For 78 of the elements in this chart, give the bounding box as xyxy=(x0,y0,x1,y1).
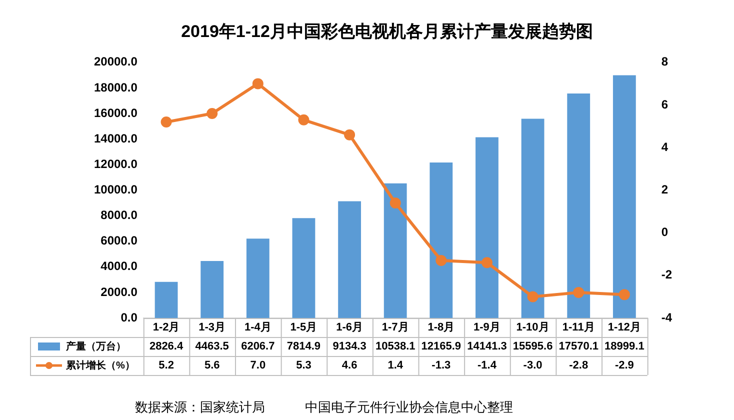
bar xyxy=(246,238,270,318)
point xyxy=(160,116,172,128)
x-tick-label: 1-11月 xyxy=(562,322,595,334)
y2-tick-label: -4 xyxy=(661,310,672,324)
y2-tick-label: 0 xyxy=(661,225,668,240)
x-tick-label: 1-4月 xyxy=(244,322,272,334)
point xyxy=(573,286,584,298)
data-label: -2.9 xyxy=(614,360,634,372)
point xyxy=(298,114,310,126)
y-tick-label: 2000.0 xyxy=(100,284,138,299)
source-note: 数据来源：国家统计局 xyxy=(135,400,265,415)
x-tick-label: 1-5月 xyxy=(290,322,318,334)
point xyxy=(527,291,538,302)
data-label: 6206.7 xyxy=(241,340,275,353)
x-tick-label: 1-12月 xyxy=(608,322,641,334)
point xyxy=(206,108,218,120)
y-tick-label: 4000.0 xyxy=(100,259,138,274)
data-label: 5.3 xyxy=(296,360,312,372)
data-label: 7814.9 xyxy=(286,340,321,353)
bar xyxy=(567,93,590,318)
y-tick-label: 20000.0 xyxy=(94,54,138,69)
text: 中国电子元件行业协会信息中心整理 xyxy=(305,400,513,415)
y-tick-label: 10000.0 xyxy=(94,182,138,197)
x-tick-label: 1-8月 xyxy=(428,322,455,334)
x-tick-label: 1-7月 xyxy=(382,322,409,334)
data-label: 12165.9 xyxy=(421,340,462,353)
y-tick-label: 18000.0 xyxy=(94,80,138,94)
point xyxy=(618,289,630,300)
bar xyxy=(521,118,544,318)
x-tick-label: 1-2月 xyxy=(152,322,180,334)
point xyxy=(481,257,492,268)
bar xyxy=(476,137,498,318)
bar xyxy=(384,183,407,318)
data-label: -2.8 xyxy=(569,360,588,372)
data-label: 1.4 xyxy=(388,360,404,372)
data-label: 14141.3 xyxy=(467,340,507,353)
data-label: 7.0 xyxy=(250,360,266,372)
data-label: -3.0 xyxy=(523,360,542,372)
x-tick-label: 1-10月 xyxy=(516,322,550,334)
point xyxy=(252,78,264,90)
point xyxy=(390,197,401,208)
x-tick-label: 1-9月 xyxy=(474,322,500,334)
data-label: 4463.5 xyxy=(195,340,229,353)
y-tick-label: 12000.0 xyxy=(94,156,138,171)
y2-tick-label: 8 xyxy=(661,54,668,69)
data-label: 9134.3 xyxy=(332,340,366,353)
y2-tick-label: -2 xyxy=(661,268,672,282)
data-label: 10538.1 xyxy=(375,340,416,353)
y-tick-label: 16000.0 xyxy=(94,106,138,120)
bar xyxy=(338,201,361,318)
data-label: 4.6 xyxy=(342,360,358,372)
data-label: 5.2 xyxy=(158,360,174,372)
y-tick-label: 0.0 xyxy=(120,310,138,324)
data-label: -1.4 xyxy=(477,360,498,372)
y2-tick-label: 4 xyxy=(661,140,668,154)
y-tick-label: 8000.0 xyxy=(100,208,138,222)
bar xyxy=(292,218,316,318)
point xyxy=(344,129,356,140)
legend-label: 累计增长（%） xyxy=(65,359,135,372)
y2-tick-label: 2 xyxy=(661,182,668,197)
y2-tick-label: 6 xyxy=(661,97,668,112)
data-label: 5.6 xyxy=(204,360,220,372)
x-tick-label: 1-6月 xyxy=(336,322,363,334)
legend-label: 产量（万台） xyxy=(65,340,126,352)
data-label: -1.3 xyxy=(432,360,451,372)
data-label: 17570.1 xyxy=(558,340,598,353)
point xyxy=(436,254,447,266)
y-tick-label: 14000.0 xyxy=(94,131,138,146)
bar xyxy=(154,282,178,318)
bar xyxy=(612,75,636,318)
chart-title: 2019年1-12月中国彩色电视机各月累计产量发展趋势图 xyxy=(181,22,593,41)
data-label: 2826.4 xyxy=(149,340,184,353)
x-tick-label: 1-3月 xyxy=(198,322,226,334)
bar xyxy=(200,260,224,318)
data-label: 15595.6 xyxy=(512,340,553,353)
y-tick-label: 6000.0 xyxy=(100,234,138,248)
data-label: 18999.1 xyxy=(604,340,644,353)
bar xyxy=(430,162,453,318)
